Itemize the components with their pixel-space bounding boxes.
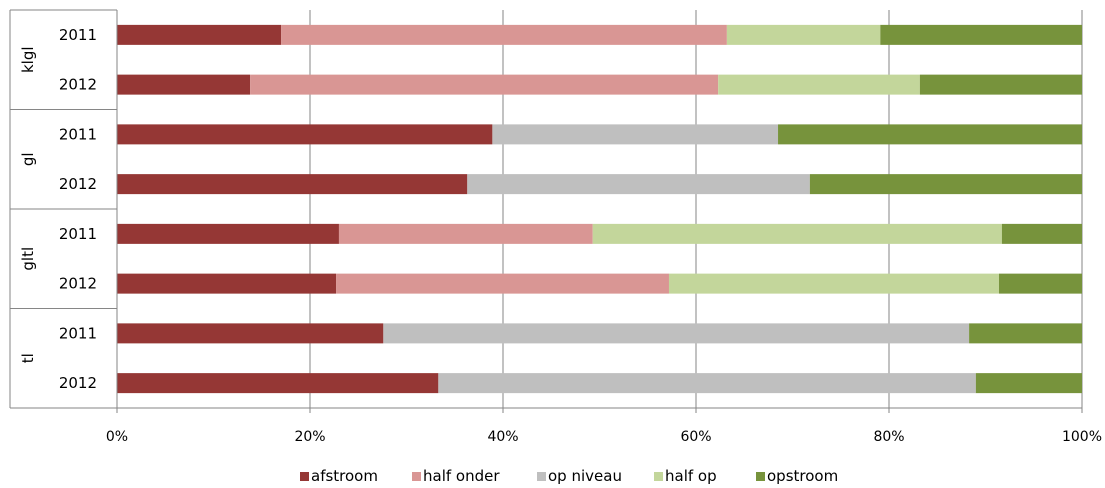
legend-swatch <box>654 472 663 481</box>
legend-label: op niveau <box>548 467 622 485</box>
group-label: gltl <box>19 247 37 271</box>
legend-label: afstroom <box>311 467 378 485</box>
legend-item-half-onder[interactable]: half onder <box>412 467 500 485</box>
legend-swatch <box>756 472 765 481</box>
bar-segment-afstroom <box>117 74 251 95</box>
bar-segment-afstroom <box>117 124 493 145</box>
bar-segment-opstroom <box>975 373 1082 394</box>
bar-segment-afstroom <box>117 373 439 394</box>
bars <box>117 24 1082 394</box>
category-labels: 2011 2012 klgl 2011 2012 gl 2011 2012 gltl 2011 20… <box>19 26 97 392</box>
bar-segment-half-op <box>668 273 1000 294</box>
bar-segment-half-onder <box>281 24 727 45</box>
legend-swatch <box>412 472 421 481</box>
bar-segment-opstroom <box>969 323 1082 344</box>
year-label: 2012 <box>59 175 97 193</box>
legend-label: half onder <box>423 467 500 485</box>
bar-segment-afstroom <box>117 24 282 45</box>
bar-segment-half-onder <box>336 273 669 294</box>
bar-segment-opstroom <box>880 24 1082 45</box>
axes <box>9 9 1083 413</box>
bar-segment-op-niveau <box>492 124 779 145</box>
legend-item-afstroom[interactable]: afstroom <box>300 467 378 485</box>
year-label: 2012 <box>59 76 97 94</box>
year-label: 2012 <box>59 374 97 392</box>
group-label: gl <box>19 152 37 166</box>
bar-segment-opstroom <box>809 174 1082 195</box>
bar-segment-afstroom <box>117 223 339 244</box>
year-label: 2011 <box>59 225 97 243</box>
bar-segment-opstroom <box>919 74 1082 95</box>
group-label: klgl <box>19 46 37 73</box>
x-tick-label: 40% <box>487 429 518 445</box>
legend-item-op-niveau[interactable]: op niveau <box>537 467 622 485</box>
year-label: 2012 <box>59 275 97 293</box>
legend[interactable]: afstroom half onder op niveau half op opstro… <box>300 467 838 485</box>
bar-segment-opstroom <box>778 124 1082 145</box>
year-label: 2011 <box>59 26 97 44</box>
x-tick-label: 20% <box>294 429 325 445</box>
bar-segment-afstroom <box>117 273 337 294</box>
legend-swatch <box>537 472 546 481</box>
legend-item-opstroom[interactable]: opstroom <box>756 467 838 485</box>
bar-segment-op-niveau <box>383 323 970 344</box>
x-tick-label: 100% <box>1062 429 1102 445</box>
legend-item-half-op[interactable]: half op <box>654 467 717 485</box>
bar-segment-half-op <box>718 74 920 95</box>
legend-label: opstroom <box>767 467 838 485</box>
year-label: 2011 <box>59 125 97 143</box>
bar-segment-half-op <box>592 223 1002 244</box>
bar-segment-op-niveau <box>467 174 810 195</box>
gridlines <box>309 10 1083 408</box>
bar-segment-opstroom <box>999 273 1082 294</box>
group-label: tl <box>19 353 37 363</box>
x-tick-label: 80% <box>873 429 904 445</box>
bar-segment-half-op <box>726 24 881 45</box>
bar-segment-half-onder <box>338 223 593 244</box>
x-tick-label: 60% <box>680 429 711 445</box>
bar-segment-half-onder <box>250 74 719 95</box>
year-label: 2011 <box>59 324 97 342</box>
bar-segment-afstroom <box>117 174 468 195</box>
legend-label: half op <box>665 467 717 485</box>
bar-segment-afstroom <box>117 323 384 344</box>
bar-segment-op-niveau <box>438 373 976 394</box>
legend-swatch <box>300 472 309 481</box>
bar-segment-opstroom <box>1001 223 1082 244</box>
x-axis-ticks: 0% 20% 40% 60% 80% 100% <box>106 429 1102 445</box>
x-tick-label: 0% <box>106 429 128 445</box>
